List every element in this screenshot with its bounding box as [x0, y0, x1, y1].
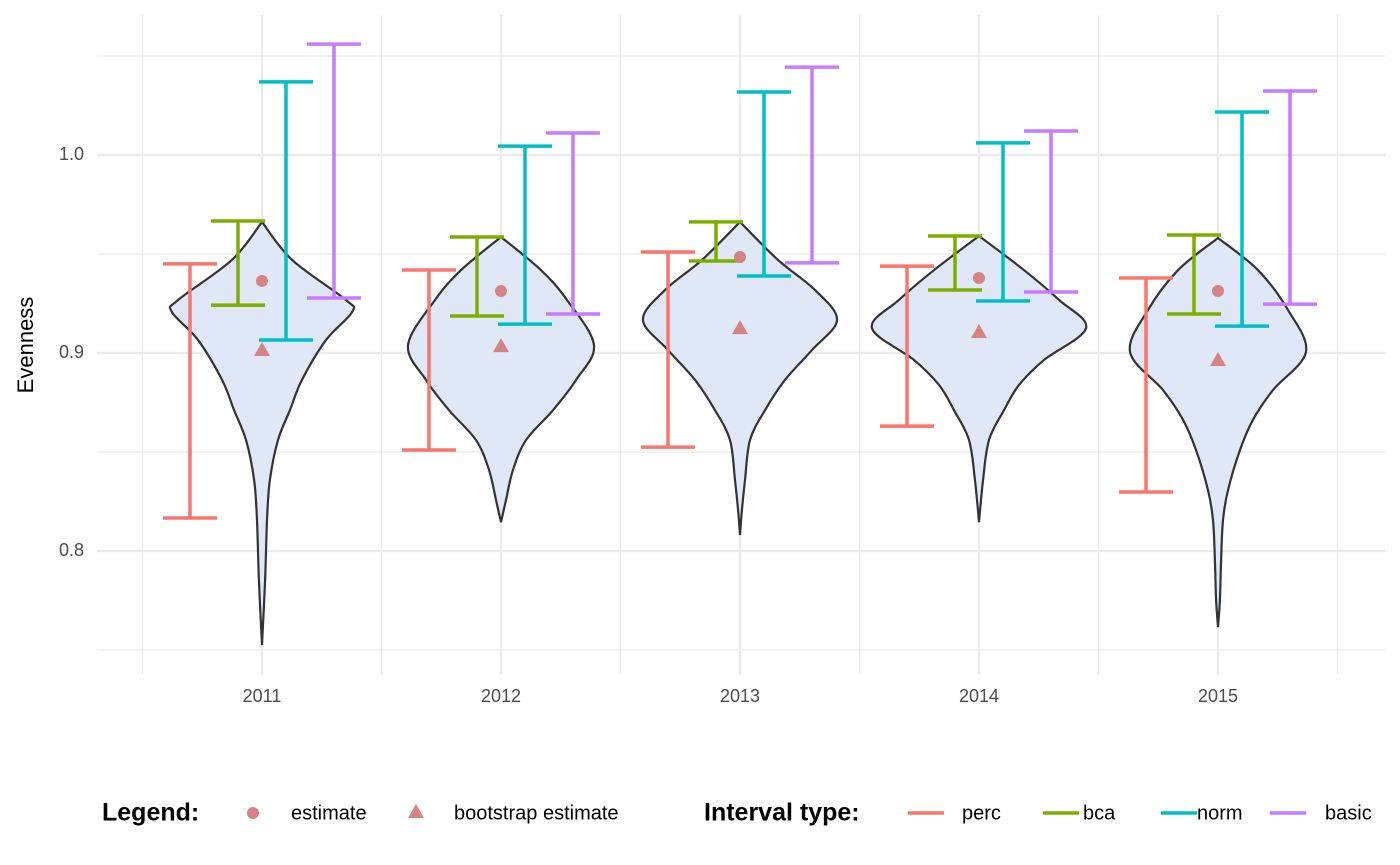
error-bar [1167, 233, 1221, 316]
error-bar [1263, 89, 1317, 306]
legend-marker [247, 807, 259, 819]
bootstrap-point [1210, 351, 1226, 366]
violin [641, 220, 839, 536]
estimate-point [256, 274, 268, 287]
y-axis-title: Evenness [13, 297, 38, 394]
error-bar [928, 234, 982, 292]
error-bar [259, 80, 313, 342]
bootstrap-point [971, 324, 987, 339]
x-tick-label: 2011 [243, 686, 282, 706]
x-tick-label: 2013 [720, 686, 760, 706]
error-bar [641, 250, 695, 449]
error-bar [163, 262, 217, 520]
violin [870, 234, 1088, 523]
error-bar [1119, 276, 1173, 494]
error-bar [402, 268, 456, 452]
x-tick-label: 2012 [481, 686, 521, 706]
x-tick-label: 2014 [959, 686, 999, 706]
legend-label: norm [1197, 802, 1243, 824]
legend-label: estimate [291, 802, 367, 824]
error-bar [1024, 129, 1078, 294]
error-bar [450, 235, 504, 318]
legend-label: perc [962, 802, 1001, 824]
y-tick-label: 0.8 [59, 540, 84, 560]
error-bar [1215, 110, 1269, 328]
error-bar [976, 141, 1030, 303]
legend-label: bootstrap estimate [454, 802, 619, 824]
error-bar [211, 219, 265, 307]
y-tick-label: 1.0 [59, 144, 84, 164]
estimate-point [1212, 285, 1224, 298]
legend-title: Legend: [102, 799, 199, 827]
error-bar [737, 90, 791, 278]
y-tick-label: 0.9 [59, 342, 84, 362]
violin [406, 235, 596, 523]
violin [168, 220, 356, 646]
legend-label: basic [1325, 802, 1372, 824]
bootstrap-point [493, 338, 509, 353]
interval-legend-title: Interval type: [704, 799, 860, 827]
error-bar [307, 42, 361, 300]
error-bar [785, 65, 839, 265]
estimate-point [973, 271, 985, 284]
legend-marker [408, 804, 424, 818]
bootstrap-point [254, 342, 270, 357]
x-tick-label: 2015 [1198, 686, 1238, 706]
error-bar [880, 264, 934, 428]
error-bar [546, 131, 600, 316]
bootstrap-point [732, 320, 748, 335]
error-bar [689, 220, 743, 263]
legend-label: bca [1083, 802, 1116, 824]
error-bar [498, 144, 552, 326]
estimate-point [734, 250, 746, 263]
estimate-point [495, 285, 507, 298]
violin [1128, 236, 1308, 628]
